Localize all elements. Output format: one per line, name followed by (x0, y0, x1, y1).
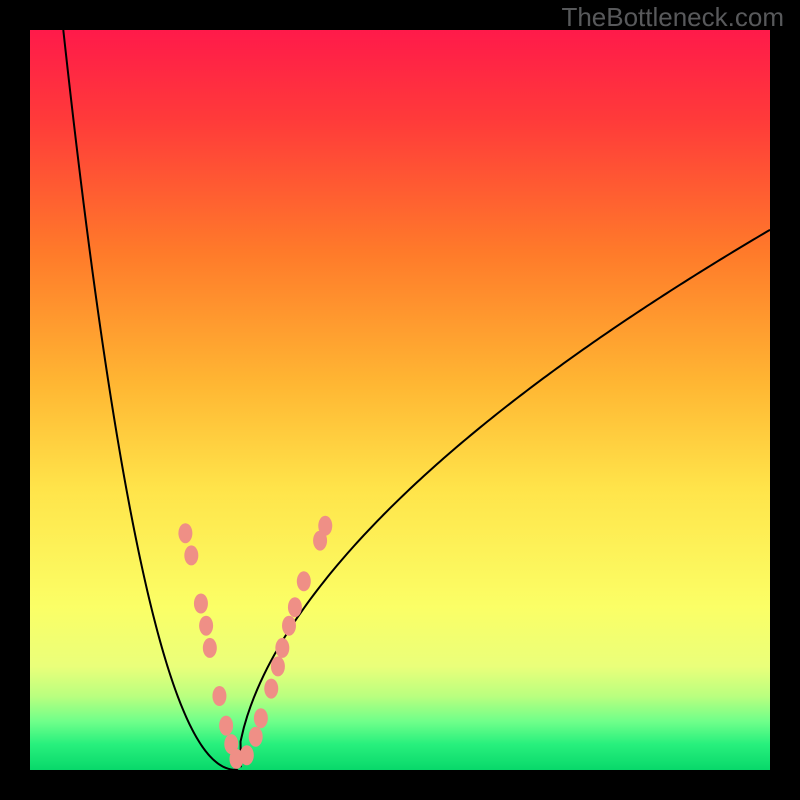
plot-svg (30, 30, 770, 770)
marker-point (249, 727, 263, 747)
marker-point (297, 571, 311, 591)
marker-point (184, 545, 198, 565)
marker-point (271, 656, 285, 676)
marker-point (219, 716, 233, 736)
watermark-text: TheBottleneck.com (561, 2, 784, 33)
gradient-background (30, 30, 770, 770)
marker-point (282, 616, 296, 636)
marker-point (288, 597, 302, 617)
marker-point (254, 708, 268, 728)
marker-point (178, 523, 192, 543)
marker-point (264, 679, 278, 699)
marker-point (240, 745, 254, 765)
marker-point (212, 686, 226, 706)
marker-point (275, 638, 289, 658)
marker-point (194, 594, 208, 614)
marker-point (203, 638, 217, 658)
marker-point (199, 616, 213, 636)
chart-frame: TheBottleneck.com (0, 0, 800, 800)
marker-point (318, 516, 332, 536)
